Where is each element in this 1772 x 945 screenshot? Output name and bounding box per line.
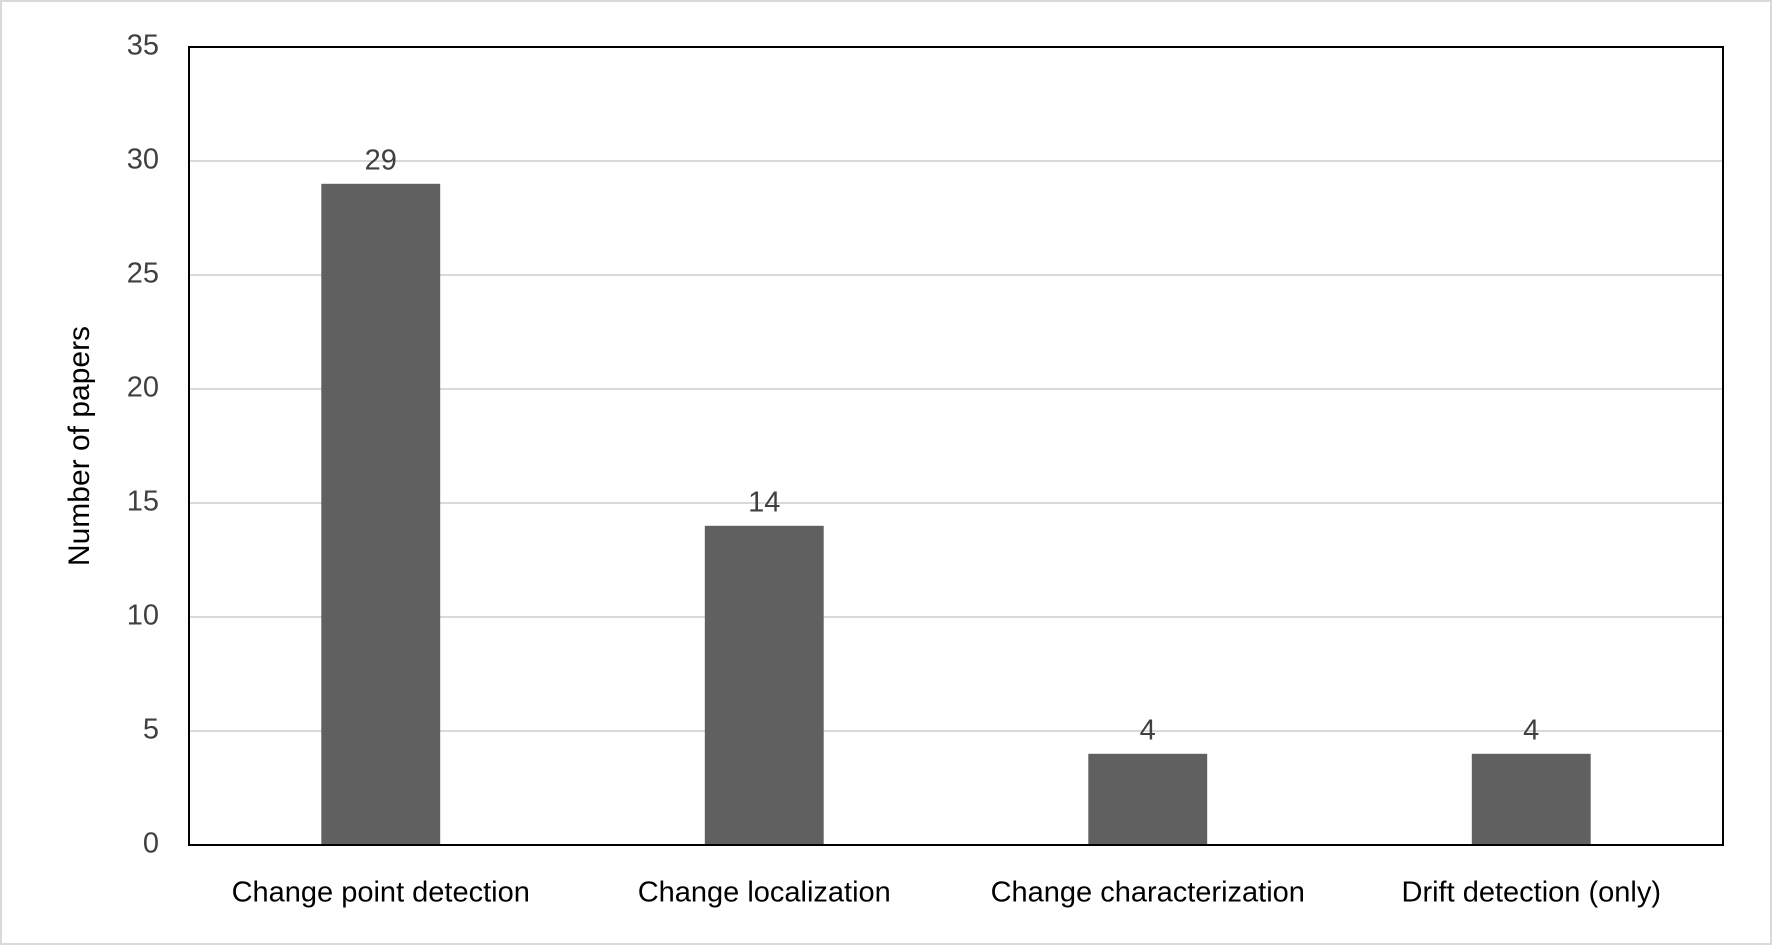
data-label: 4 [1140, 714, 1156, 746]
y-tick-label: 10 [127, 600, 159, 632]
data-label: 4 [1523, 714, 1539, 746]
bar [1471, 753, 1591, 845]
y-axis-label: Number of papers [63, 326, 96, 566]
data-label: 29 [365, 144, 397, 176]
y-tick-label: 35 [127, 30, 159, 62]
bar [321, 183, 441, 846]
data-label: 14 [748, 486, 780, 518]
y-tick-label: 15 [127, 486, 159, 518]
x-tick-label: Change point detection [232, 877, 530, 909]
plot-border [188, 46, 1724, 846]
y-tick-label: 25 [127, 258, 159, 290]
bar [1088, 753, 1208, 845]
x-tick-label: Change localization [638, 877, 891, 909]
y-tick-label: 20 [127, 372, 159, 404]
y-tick-label: 0 [143, 828, 159, 860]
bar [704, 525, 824, 845]
y-tick-label: 30 [127, 144, 159, 176]
x-tick-label: Drift detection (only) [1402, 877, 1662, 909]
y-tick-label: 5 [143, 714, 159, 746]
x-tick-label: Change characterization [991, 877, 1305, 909]
